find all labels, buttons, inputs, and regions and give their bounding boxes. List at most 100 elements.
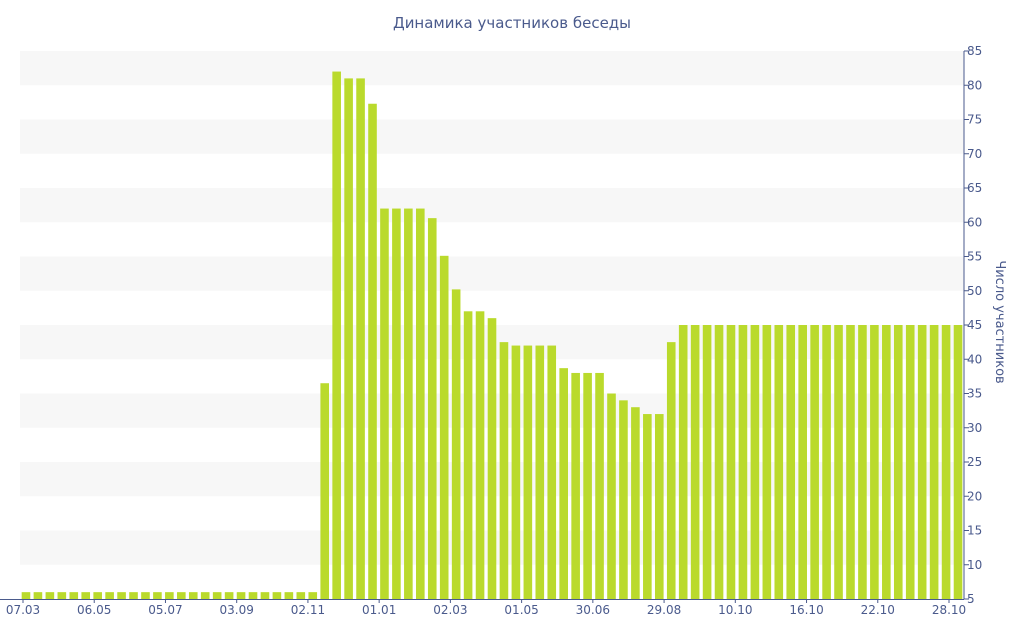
y-tick-label: 20 bbox=[967, 489, 982, 503]
bar bbox=[308, 592, 318, 599]
y-tick-label: 75 bbox=[967, 113, 982, 127]
bar bbox=[248, 592, 258, 599]
bar bbox=[583, 372, 592, 599]
y-axis-ticks: 5 10 15 20 25 30 35 40 45 50 55 60 65 70 75 80 85 bbox=[964, 44, 982, 606]
bar bbox=[200, 592, 210, 599]
y-tick-label: 80 bbox=[967, 78, 982, 92]
x-axis-ticks: 07.03 06.05 05.07 03.09 02.11 01.01 02.03 01.05… bbox=[6, 599, 966, 617]
grid-band bbox=[20, 119, 964, 154]
bar bbox=[547, 345, 557, 599]
bar bbox=[416, 208, 425, 600]
bar bbox=[188, 592, 198, 599]
grid-band bbox=[20, 51, 964, 86]
x-tick-label: 02.03 bbox=[433, 603, 467, 617]
bar bbox=[678, 325, 688, 599]
bar bbox=[643, 414, 652, 599]
bar bbox=[953, 325, 963, 599]
bar bbox=[380, 208, 389, 600]
bar bbox=[750, 325, 760, 599]
bar bbox=[33, 592, 43, 599]
bar bbox=[45, 592, 55, 599]
bar bbox=[774, 325, 784, 599]
bar bbox=[511, 345, 521, 599]
y-tick-label: 30 bbox=[967, 421, 982, 435]
bar bbox=[690, 325, 700, 599]
bar bbox=[595, 372, 604, 599]
bar bbox=[344, 78, 353, 599]
y-tick-label: 55 bbox=[967, 250, 982, 264]
bar bbox=[834, 325, 843, 599]
bar bbox=[929, 325, 939, 599]
bar bbox=[487, 318, 497, 599]
x-tick-label: 07.03 bbox=[6, 603, 40, 617]
y-tick-label: 65 bbox=[967, 181, 982, 195]
bar bbox=[177, 592, 186, 599]
bar bbox=[153, 592, 162, 599]
y-tick-label: 70 bbox=[967, 147, 982, 161]
bar bbox=[165, 592, 174, 599]
bar bbox=[917, 325, 927, 599]
y-axis-label: Число участников bbox=[992, 260, 1007, 383]
bar bbox=[523, 345, 533, 599]
bar bbox=[260, 592, 270, 599]
x-tick-label: 29.08 bbox=[647, 603, 681, 617]
y-tick-label: 15 bbox=[967, 524, 982, 538]
grid-band bbox=[20, 256, 964, 291]
bar bbox=[212, 592, 222, 599]
bar bbox=[129, 592, 138, 599]
bar bbox=[858, 325, 867, 599]
y-tick-label: 40 bbox=[967, 352, 982, 366]
bar bbox=[141, 592, 150, 599]
bar bbox=[631, 407, 640, 599]
y-tick-label: 50 bbox=[967, 284, 982, 298]
bar bbox=[332, 71, 341, 600]
bar bbox=[499, 342, 509, 599]
bar bbox=[57, 592, 67, 599]
x-tick-label: 02.11 bbox=[291, 603, 325, 617]
y-tick-label: 45 bbox=[967, 318, 982, 332]
bar bbox=[941, 325, 951, 599]
bar bbox=[798, 325, 807, 599]
x-tick-label: 01.01 bbox=[362, 603, 396, 617]
x-tick-label: 06.05 bbox=[77, 603, 111, 617]
bar bbox=[463, 311, 473, 599]
bar bbox=[702, 325, 712, 599]
x-tick-label: 22.10 bbox=[861, 603, 895, 617]
x-tick-label: 01.05 bbox=[504, 603, 538, 617]
bar bbox=[404, 208, 413, 600]
y-tick-label: 60 bbox=[967, 215, 982, 229]
bar bbox=[105, 592, 114, 599]
bar bbox=[320, 383, 330, 599]
bar bbox=[738, 325, 748, 599]
x-tick-label: 30.06 bbox=[576, 603, 610, 617]
bar bbox=[356, 78, 365, 599]
bar bbox=[559, 368, 568, 599]
y-tick-label: 25 bbox=[967, 455, 982, 469]
y-tick-label: 85 bbox=[967, 44, 982, 58]
bar bbox=[905, 325, 915, 599]
bar bbox=[69, 592, 79, 599]
bar bbox=[284, 592, 294, 599]
bar bbox=[822, 325, 831, 599]
bar bbox=[607, 393, 616, 599]
bar bbox=[368, 103, 377, 600]
bar bbox=[475, 311, 485, 599]
bar bbox=[451, 289, 461, 599]
bar bbox=[81, 592, 91, 599]
bar bbox=[654, 414, 664, 599]
bar bbox=[236, 592, 246, 599]
bar bbox=[21, 592, 31, 599]
chart-title: Динамика участников беседы bbox=[392, 14, 632, 32]
bar bbox=[93, 592, 102, 599]
bar bbox=[296, 592, 306, 599]
bar bbox=[272, 592, 282, 599]
bar bbox=[427, 218, 437, 599]
bar bbox=[762, 325, 772, 599]
bar bbox=[726, 325, 736, 599]
bar bbox=[786, 325, 796, 599]
bar-series bbox=[21, 71, 963, 600]
bar bbox=[117, 592, 126, 599]
bar bbox=[846, 325, 855, 599]
